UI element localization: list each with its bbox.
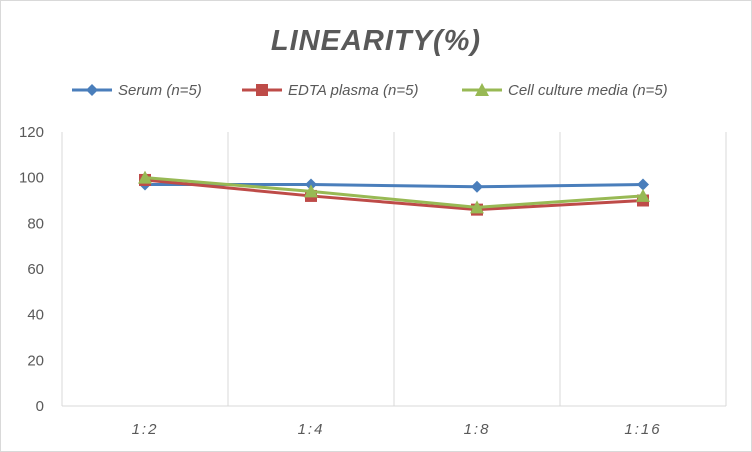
y-tick-label: 120 [19, 124, 44, 141]
data-point-square [256, 84, 268, 96]
data-point-triangle [304, 184, 318, 198]
data-point-diamond [86, 84, 98, 96]
legend-label: Serum (n=5) [118, 82, 202, 99]
y-tick-label: 60 [27, 261, 44, 278]
y-tick-label: 100 [19, 170, 44, 187]
x-axis: 1:2 1:4 1:8 1:16 [132, 421, 661, 438]
y-tick-label: 20 [27, 352, 44, 369]
series-3 [138, 170, 650, 214]
x-tick-label: 1:2 [132, 421, 159, 438]
data-point-diamond [637, 178, 649, 191]
legend: Serum (n=5) EDTA plasma (n=5) Cell culture… [72, 82, 668, 99]
legend-item-2: EDTA plasma (n=5) [242, 82, 418, 99]
y-tick-label: 80 [27, 215, 44, 232]
x-tick-label: 1:16 [624, 421, 661, 438]
x-tick-label: 1:4 [298, 421, 325, 438]
series-line [144, 178, 644, 212]
data-point-triangle [470, 200, 484, 214]
series-group [138, 170, 650, 216]
legend-item-1: Serum (n=5) [72, 82, 202, 99]
y-tick-label: 40 [27, 307, 44, 324]
gridlines [61, 132, 727, 407]
legend-label: EDTA plasma (n=5) [288, 82, 418, 99]
data-point-triangle [636, 188, 650, 202]
x-tick-label: 1:8 [464, 421, 491, 438]
y-tick-label: 0 [36, 398, 44, 415]
legend-item-3: Cell culture media (n=5) [462, 82, 668, 99]
chart-title: LINEARITY(%) [271, 25, 481, 57]
data-point-triangle [138, 170, 152, 184]
legend-label: Cell culture media (n=5) [508, 82, 668, 99]
data-point-triangle [475, 83, 489, 96]
y-axis: 0 20 40 60 80 100 120 [19, 124, 44, 415]
data-point-diamond [471, 180, 483, 193]
series-line [144, 176, 644, 209]
